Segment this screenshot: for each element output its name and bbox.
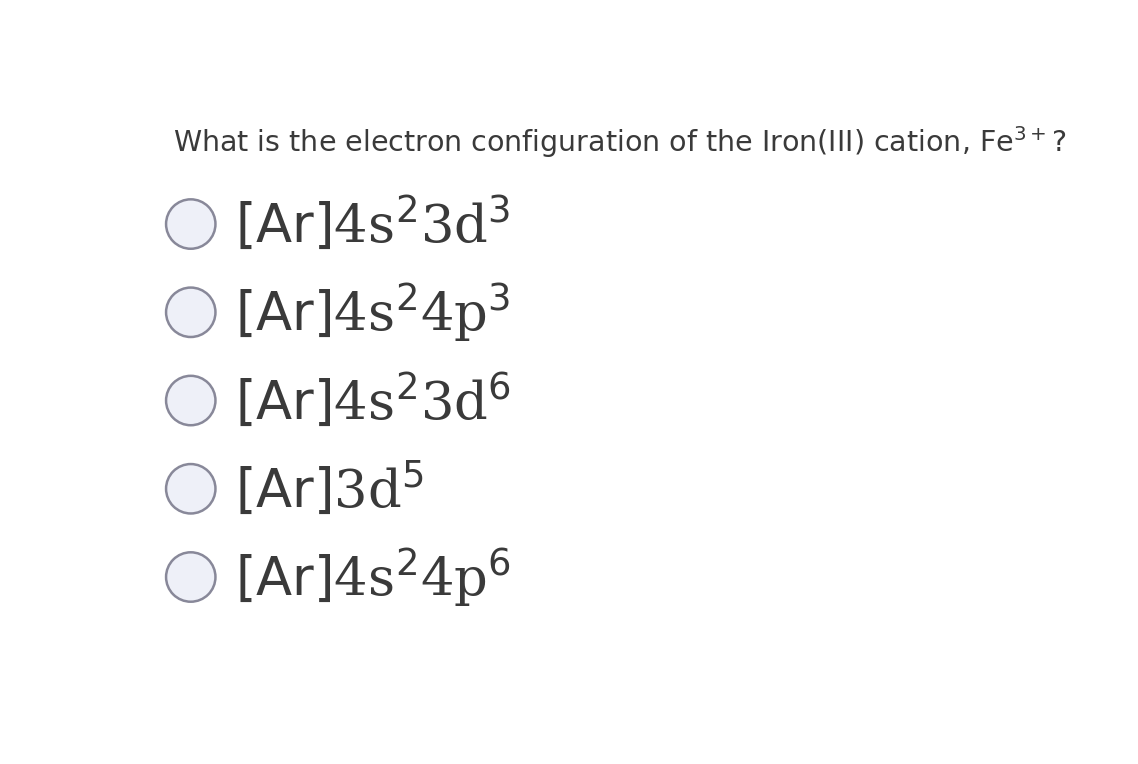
Text: What is the electron configuration of the Iron(III) cation, Fe$^{3+}$?: What is the electron configuration of th… <box>173 124 1066 160</box>
Ellipse shape <box>166 287 215 337</box>
Ellipse shape <box>166 464 215 513</box>
Text: $\mathsf{[Ar]}$4s$^{2}$4p$^{3}$: $\mathsf{[Ar]}$4s$^{2}$4p$^{3}$ <box>234 280 510 344</box>
Text: $\mathsf{[Ar]}$4s$^{2}$3d$^{6}$: $\mathsf{[Ar]}$4s$^{2}$3d$^{6}$ <box>234 371 511 430</box>
Text: $\mathsf{[Ar]}$4s$^{2}$3d$^{3}$: $\mathsf{[Ar]}$4s$^{2}$3d$^{3}$ <box>234 195 510 254</box>
Text: $\mathsf{[Ar]}$3d$^{5}$: $\mathsf{[Ar]}$3d$^{5}$ <box>234 460 423 518</box>
Ellipse shape <box>166 376 215 426</box>
Ellipse shape <box>166 552 215 602</box>
Text: $\mathsf{[Ar]}$4s$^{2}$4p$^{6}$: $\mathsf{[Ar]}$4s$^{2}$4p$^{6}$ <box>234 545 511 609</box>
Ellipse shape <box>166 199 215 249</box>
